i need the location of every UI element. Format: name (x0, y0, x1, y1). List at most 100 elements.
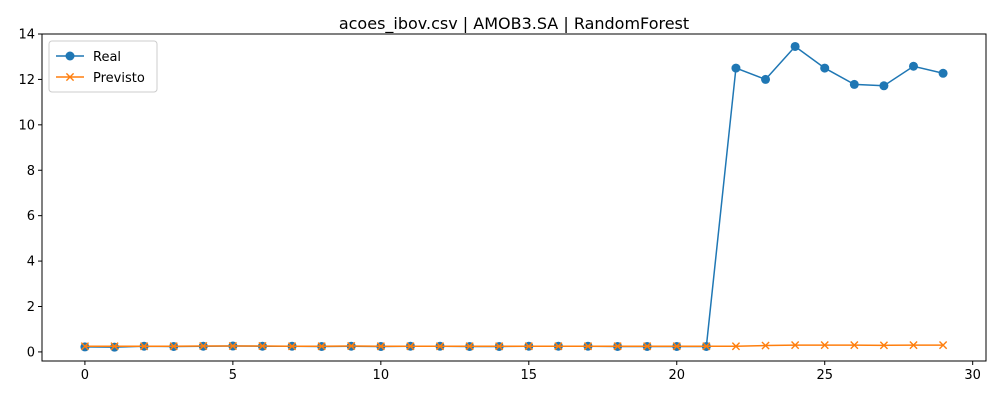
data-point-stroke (583, 342, 593, 351)
data-point (80, 342, 90, 351)
legend-item-real: Real (56, 50, 121, 65)
plot-frame (41, 33, 987, 362)
y-tick-label: 2 (27, 300, 35, 315)
legend-marker (65, 72, 75, 82)
data-point (731, 63, 741, 73)
data-point (613, 342, 622, 351)
data-point (672, 342, 681, 351)
data-point-stroke (820, 341, 829, 350)
data-point (761, 341, 770, 350)
data-point (287, 342, 297, 351)
data-point (317, 342, 326, 351)
data-point-stroke (879, 341, 889, 350)
data-point (731, 342, 741, 351)
chart-title: acoes_ibov.csv | AMOB3.SA | RandomForest (339, 14, 689, 34)
data-point-stroke (524, 342, 533, 351)
y-tick-label: 6 (27, 209, 35, 224)
x-tick-label: 30 (964, 368, 981, 383)
data-point (110, 342, 119, 351)
data-point (849, 79, 859, 89)
data-point (909, 341, 918, 350)
data-point (908, 61, 918, 71)
data-point-stroke (376, 342, 385, 351)
series-line (84, 45, 944, 348)
data-point-stroke (435, 342, 445, 351)
legend-label: Real (93, 50, 121, 65)
x-axis: 0 5 10 15 20 25 30 (81, 361, 981, 383)
x-tick-label: 0 (81, 368, 89, 383)
legend-marker (65, 51, 75, 61)
data-point (702, 342, 711, 351)
data-point-stroke (347, 341, 356, 351)
data-point-stroke (613, 342, 622, 351)
data-point (199, 341, 208, 351)
data-point-stroke (761, 341, 770, 350)
y-tick-label: 0 (27, 345, 35, 360)
data-point-stroke (731, 342, 741, 351)
y-tick-label: 12 (18, 73, 35, 88)
data-point-stroke (80, 342, 90, 351)
y-axis: 0 2 4 6 8 10 12 14 (18, 28, 42, 360)
data-point (554, 342, 563, 351)
data-point-stroke (643, 342, 652, 351)
series-previsto (80, 341, 948, 351)
series-line (84, 344, 944, 347)
data-point-stroke (465, 342, 474, 351)
data-point-stroke (702, 342, 711, 351)
data-point (643, 342, 652, 351)
x-tick-label: 5 (229, 368, 237, 383)
legend-label: Previsto (93, 71, 145, 86)
data-point-stroke (258, 341, 267, 351)
data-point (406, 342, 415, 351)
x-tick-label: 25 (816, 368, 833, 383)
data-point (228, 341, 237, 351)
data-point-stroke (317, 342, 326, 351)
data-point (850, 341, 859, 350)
data-point (761, 74, 771, 84)
legend-box (48, 40, 158, 93)
x-tick-label: 10 (373, 368, 390, 383)
data-point-stroke (110, 342, 119, 351)
data-point (258, 341, 267, 351)
data-point-stroke (406, 342, 415, 351)
x-tick-label: 20 (668, 368, 685, 383)
y-tick-label: 4 (27, 255, 35, 270)
data-point (879, 81, 889, 91)
data-point-stroke (228, 341, 237, 351)
data-point-stroke (199, 341, 208, 351)
data-point (465, 342, 474, 351)
y-tick-label: 8 (27, 164, 35, 179)
legend: Real Previsto (48, 40, 158, 93)
data-point (376, 342, 385, 351)
data-point-stroke (672, 342, 681, 351)
data-point (139, 342, 149, 351)
data-point (790, 41, 800, 51)
data-point (938, 341, 948, 350)
data-point (820, 341, 829, 350)
data-point (583, 342, 593, 351)
data-point (791, 341, 800, 350)
data-point (820, 63, 830, 73)
data-point (938, 68, 948, 78)
data-point-stroke (139, 342, 149, 351)
data-point-stroke (495, 342, 504, 351)
data-point-stroke (909, 341, 918, 350)
data-point (435, 342, 445, 351)
series-real (80, 41, 948, 352)
data-point-stroke (554, 342, 563, 351)
x-tick-label: 15 (521, 368, 538, 383)
y-tick-label: 14 (18, 28, 35, 43)
data-point (495, 342, 504, 351)
data-point-stroke (791, 341, 800, 350)
data-point (524, 342, 533, 351)
data-point-stroke (938, 341, 948, 350)
data-point (347, 341, 356, 351)
data-point-stroke (169, 342, 178, 351)
plot-area (41, 33, 987, 362)
data-point-stroke (850, 341, 859, 350)
data-point-stroke (287, 342, 297, 351)
data-point (169, 342, 178, 351)
legend-item-previsto: Previsto (56, 71, 145, 86)
data-point (879, 341, 889, 350)
